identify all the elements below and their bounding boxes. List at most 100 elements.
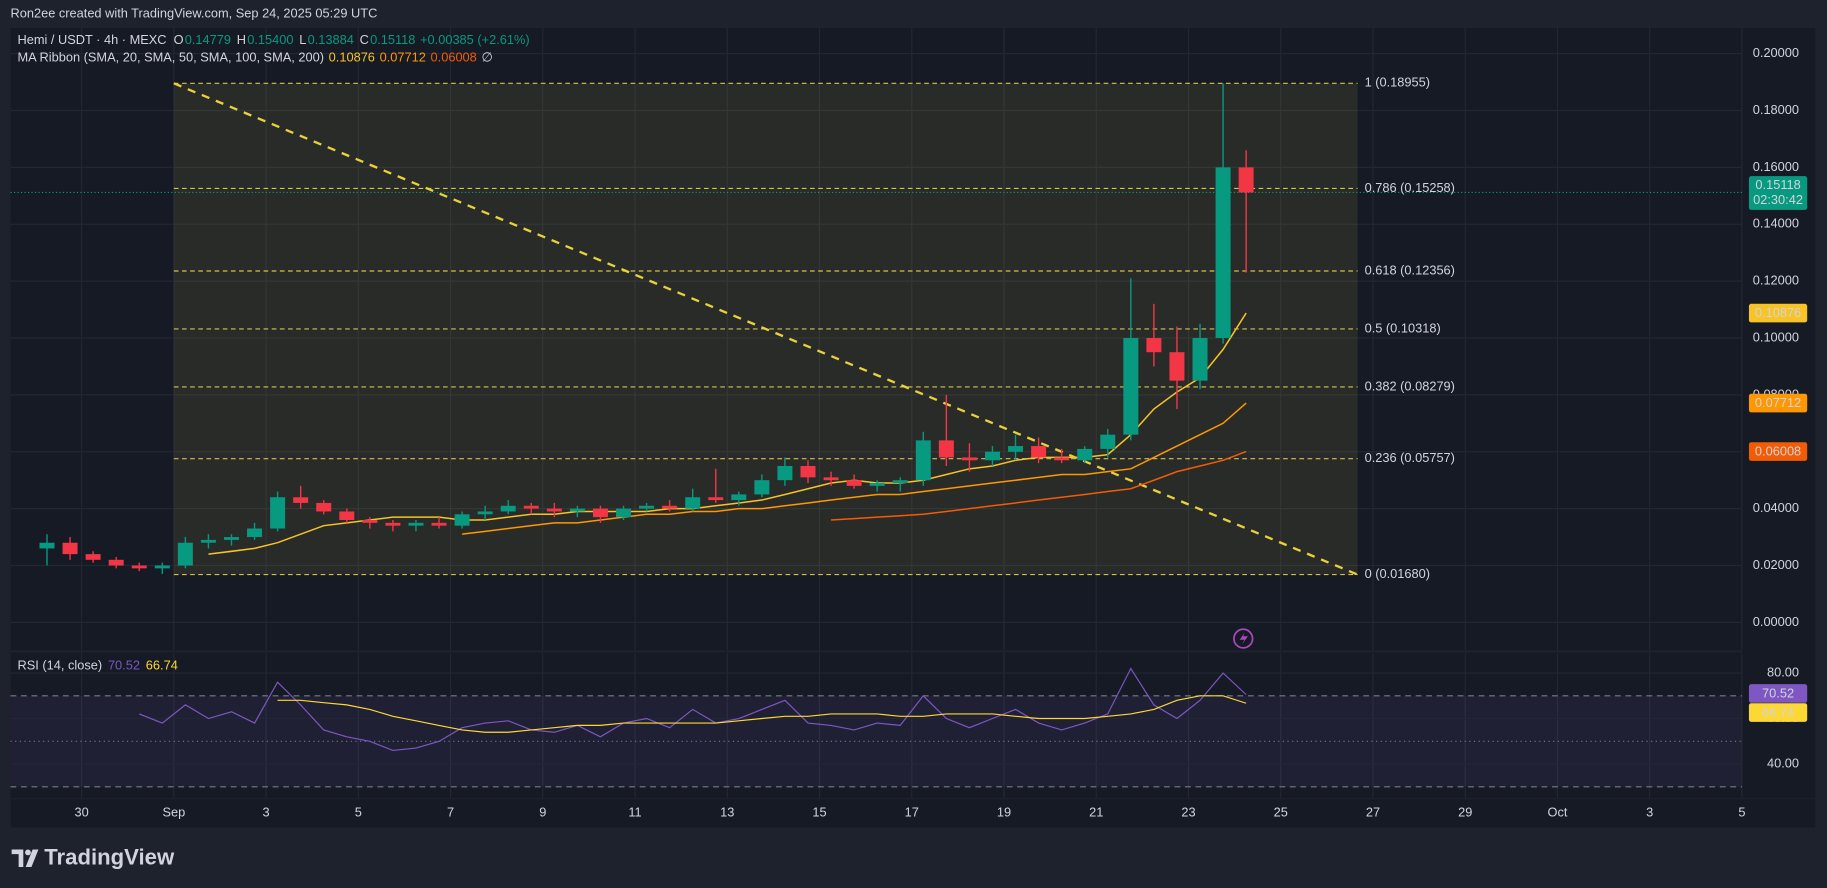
ohlc-value: 0.15118 (370, 32, 415, 47)
candle (431, 517, 447, 529)
rsi-tag-label: 70.52 (1762, 685, 1794, 700)
ma-value: 0.07712 (380, 50, 426, 65)
y-tick-label: 0.18000 (1753, 102, 1799, 117)
logo-icon (11, 849, 39, 867)
candle-body (616, 508, 632, 518)
moving-average (830, 450, 1247, 521)
y-tick-label: 0.02000 (1753, 557, 1799, 572)
candle-body (362, 519, 378, 523)
candle-body (247, 528, 263, 538)
candle (869, 480, 885, 492)
ma-tag (1748, 303, 1808, 323)
x-tick-label: Oct (1547, 805, 1567, 820)
x-tick-label: 19 (997, 805, 1011, 820)
candle-body (1169, 352, 1185, 381)
x-tick-label: 30 (74, 805, 88, 820)
x-tick-label: 25 (1274, 805, 1288, 820)
fib-label: 0 (0.01680) (1365, 566, 1430, 581)
candle (1123, 278, 1139, 441)
candle (754, 474, 770, 498)
candle (247, 522, 263, 540)
candle (62, 537, 78, 560)
rsi-pane (10, 652, 1742, 799)
candle (408, 519, 424, 532)
ma-title: MA Ribbon (SMA, 20, SMA, 50, SMA, 100, S… (17, 50, 324, 65)
candle-body (316, 502, 332, 512)
candle-body (984, 451, 1000, 461)
candle-body (1077, 448, 1093, 461)
overlay: 30 Sep 3 5 7 9 11 13 15 17 19 21 23 25 27 29 Oct 3 5 0.0000… (74, 45, 1808, 820)
candle (39, 534, 55, 566)
candle-body (500, 505, 516, 512)
alert-icon[interactable] (1233, 628, 1254, 649)
logo-text: TradingView (44, 845, 175, 870)
candle (1146, 303, 1162, 367)
candle-body (177, 542, 193, 566)
x-tick-label: 5 (1738, 805, 1745, 820)
candle-body (131, 565, 147, 569)
x-tick-label: 15 (812, 805, 826, 820)
candle (823, 471, 839, 486)
ma-tag-label: 0.06008 (1755, 443, 1801, 458)
candle (1169, 326, 1185, 410)
fib-label: 0.236 (0.05757) (1365, 450, 1455, 465)
candle-body (592, 508, 608, 518)
ma-value: 0.10876 (329, 50, 375, 65)
candle-body (385, 522, 401, 526)
candle-body (1238, 167, 1254, 193)
x-tick-label: 3 (263, 805, 270, 820)
y-tick-label: 0.14000 (1753, 216, 1799, 231)
ohlc-value: 0.14779 (185, 32, 231, 47)
candle-body (546, 508, 562, 512)
candle (108, 556, 124, 569)
moving-average (208, 312, 1247, 555)
candle (569, 505, 585, 518)
ma-extra: ∅ (481, 50, 492, 65)
y-tick-label: 0.12000 (1753, 273, 1799, 288)
candle-body (85, 554, 101, 560)
price-tag-value: 0.15118 (1755, 177, 1800, 192)
fib-label: 0.382 (0.08279) (1365, 378, 1455, 393)
ohlc-key: O (174, 32, 184, 47)
time-axis (10, 799, 1816, 828)
rsi-line (139, 667, 1247, 752)
candle (477, 505, 493, 520)
candle-body (800, 465, 816, 478)
candle-body (708, 497, 724, 501)
candle-body (339, 511, 355, 520)
candle-body (39, 542, 55, 549)
candle-body (1031, 446, 1047, 458)
candle (546, 502, 562, 518)
ma-tag-label: 0.07712 (1755, 395, 1801, 410)
candle (892, 477, 908, 492)
ohlc-key: H (237, 32, 246, 47)
candle (639, 502, 655, 512)
candle (1192, 323, 1208, 390)
change: +0.00385 (+2.61%) (420, 32, 530, 47)
price-tag-countdown: 02:30:42 (1753, 192, 1803, 207)
x-tick-label: 29 (1458, 805, 1472, 820)
candle (685, 488, 701, 512)
y-tick-label: 0.16000 (1753, 159, 1799, 174)
ma-legend: MA Ribbon (SMA, 20, SMA, 50, SMA, 100, S… (17, 50, 492, 65)
candle (708, 468, 724, 503)
candle-body (892, 480, 908, 484)
candle (616, 505, 632, 520)
candle-body (1054, 457, 1070, 461)
x-tick-label: 11 (628, 805, 641, 820)
candle (339, 508, 355, 523)
candle-body (1215, 167, 1231, 338)
rsi-ma-tag (1748, 703, 1808, 722)
fib-label: 0.618 (0.12356) (1365, 262, 1455, 277)
ohlc-value: 0.15400 (247, 32, 293, 47)
moving-average (462, 402, 1247, 535)
x-tick-label: 7 (447, 805, 454, 820)
candle-body (639, 505, 655, 509)
candle-body (1123, 337, 1139, 435)
candle-body (1008, 446, 1024, 452)
x-tick-label: 3 (1646, 805, 1653, 820)
candle-body (685, 497, 701, 509)
candle (1031, 437, 1047, 464)
candle (846, 474, 862, 489)
